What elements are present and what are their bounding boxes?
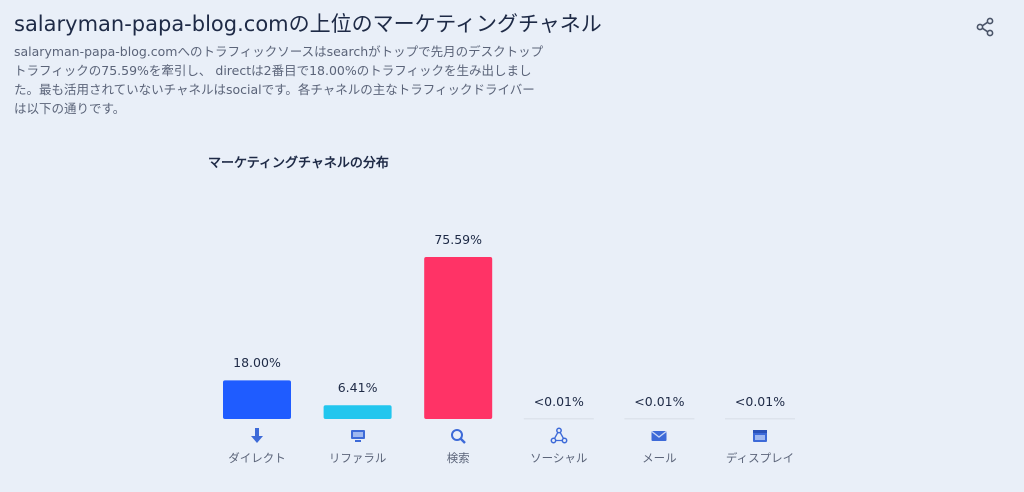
value-label-5: <0.01% xyxy=(734,394,786,409)
mail-envelope-icon xyxy=(651,430,667,441)
traffic-description: salaryman-papa-blog.comへのトラフィックソースはsearc… xyxy=(14,44,544,116)
search-magnifier-icon xyxy=(451,429,467,444)
category-label-5: ディスプレイ xyxy=(725,451,795,465)
value-label-4: <0.01% xyxy=(634,394,685,409)
referral-monitor-icon xyxy=(350,430,365,442)
category-label-1: リファラル xyxy=(328,451,387,465)
social-network-icon xyxy=(550,427,568,444)
bar-2[interactable] xyxy=(424,257,493,419)
value-label-3: <0.01% xyxy=(533,394,584,409)
share-icon[interactable] xyxy=(974,16,996,38)
bar-1[interactable] xyxy=(323,405,392,419)
value-label-1: 6.41% xyxy=(337,380,378,396)
direct-arrow-icon xyxy=(251,428,263,443)
value-label-2: 75.59% xyxy=(434,232,483,247)
chart-title: マーケティングチャネルの分布 xyxy=(208,156,389,171)
category-label-3: ソーシャル xyxy=(530,451,588,465)
bar-5[interactable] xyxy=(725,418,795,420)
bar-4[interactable] xyxy=(624,418,695,420)
category-label-4: メール xyxy=(642,451,677,465)
display-window-icon xyxy=(753,430,767,442)
page-title: salaryman-papa-blog.comの上位のマーケティングチャネル xyxy=(14,12,602,36)
value-label-0: 18.00% xyxy=(233,355,281,371)
category-label-2: 検索 xyxy=(446,451,470,465)
category-label-0: ダイレクト xyxy=(228,451,286,465)
bar-3[interactable] xyxy=(523,418,594,420)
bar-0[interactable] xyxy=(223,380,291,419)
